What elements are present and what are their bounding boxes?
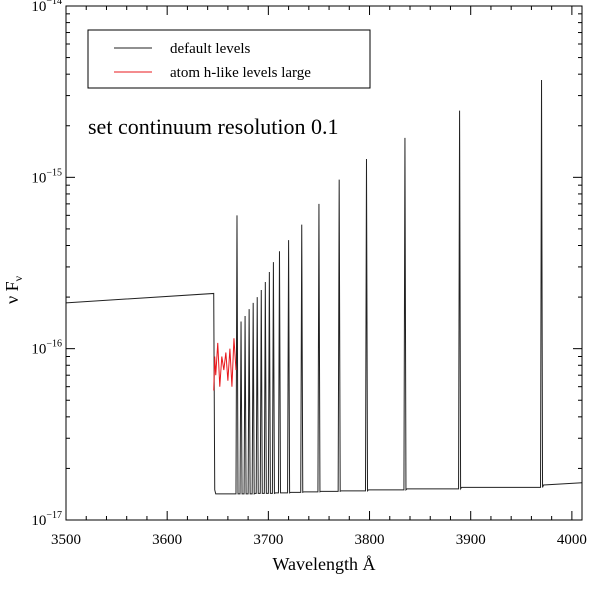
legend-label-atom-h-like: atom h-like levels large	[170, 65, 311, 81]
y-tick-label: 10−16	[31, 339, 62, 358]
y-axis-label: ν Fν	[2, 275, 25, 304]
series-line-atom-h-like-levels	[213, 338, 237, 391]
x-tick-label: 3500	[51, 532, 81, 548]
legend-box	[87, 29, 371, 89]
x-axis-label: Wavelength Å	[272, 554, 375, 574]
legend-label-default-levels: default levels	[170, 41, 251, 57]
x-tick-label: 3800	[355, 532, 385, 548]
x-tick-label: 3900	[456, 532, 486, 548]
y-tick-label: 10−15	[31, 167, 62, 186]
x-tick-label: 3600	[152, 532, 182, 548]
x-tick-label: 4000	[557, 532, 587, 548]
series-line-default-levels	[65, 79, 583, 495]
y-axis-label-main: ν F	[2, 281, 22, 304]
series-layer	[65, 79, 583, 495]
x-tick-label: 3700	[253, 532, 283, 548]
ticks-layer: 3500 3600 3700 3800 3900 4000 10−17 10−16 10−15 1…	[31, 0, 587, 548]
plot-frame	[65, 5, 583, 521]
chart-annotation: set continuum resolution 0.1	[88, 114, 339, 139]
y-tick-label: 10−17	[31, 510, 62, 529]
y-tick-label: 10−14	[31, 0, 62, 15]
legend: default levels atom h-like levels large	[87, 29, 371, 89]
y-axis-label-sub: ν	[11, 275, 25, 281]
